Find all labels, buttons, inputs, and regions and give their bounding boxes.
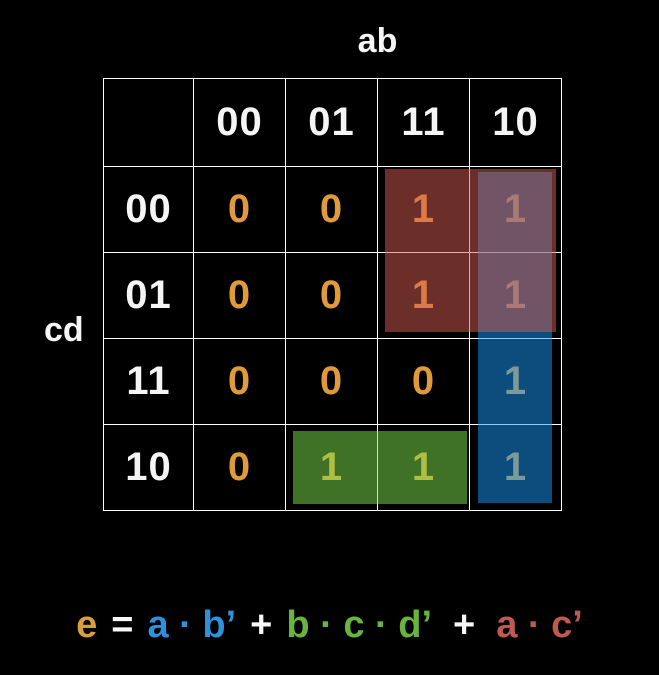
kmap-board: 00 01 11 10 00 0 0 1 1 01 0 0 1 1 11 0 (103, 78, 562, 511)
formula-lhs: e (76, 604, 98, 646)
kmap-row: 00 0 0 1 1 (103, 166, 562, 253)
col-header: 11 (377, 78, 470, 167)
kmap-cell: 0 (193, 166, 286, 253)
row-group-label: cd (44, 311, 84, 349)
kmap-cell: 0 (285, 338, 378, 425)
row-header: 01 (103, 252, 194, 339)
kmap-cell: 1 (377, 166, 470, 253)
kmap-cell: 1 (285, 424, 378, 511)
kmap-cell: 1 (469, 166, 562, 253)
row-header: 10 (103, 424, 194, 511)
kmap-cell: 1 (377, 252, 470, 339)
col-header: 01 (285, 78, 378, 167)
kmap-cell: 0 (285, 166, 378, 253)
kmap-cell: 0 (193, 424, 286, 511)
kmap-cell: 1 (469, 424, 562, 511)
formula-term-green: b · c · d’ (286, 604, 433, 646)
kmap-cell: 0 (377, 338, 470, 425)
formula-term-red: a · c’ (496, 604, 583, 646)
column-group-label: ab (357, 22, 398, 60)
row-header: 11 (103, 338, 194, 425)
kmap-cell: 0 (193, 338, 286, 425)
kmap-row: 01 0 0 1 1 (103, 252, 562, 339)
equals-sign: = (111, 604, 134, 646)
kmap-cell: 1 (469, 338, 562, 425)
kmap-cell: 0 (285, 252, 378, 339)
boolean-formula: e = a · b’ + b · c · d’ + a · c’ (0, 604, 659, 647)
col-header: 00 (193, 78, 286, 167)
kmap-row: 10 0 1 1 1 (103, 424, 562, 511)
col-header: 10 (469, 78, 562, 167)
kmap-row: 11 0 0 0 1 (103, 338, 562, 425)
kmap-cell: 1 (469, 252, 562, 339)
plus-sign: + (453, 604, 476, 646)
row-header: 00 (103, 166, 194, 253)
kmap-cell: 0 (193, 252, 286, 339)
plus-sign: + (250, 604, 273, 646)
kmap-table: 00 01 11 10 00 0 0 1 1 01 0 0 1 1 11 0 (103, 78, 562, 511)
corner-cell (103, 78, 194, 167)
formula-term-blue: a · b’ (147, 604, 237, 646)
kmap-cell: 1 (377, 424, 470, 511)
kmap-header-row: 00 01 11 10 (103, 78, 562, 167)
